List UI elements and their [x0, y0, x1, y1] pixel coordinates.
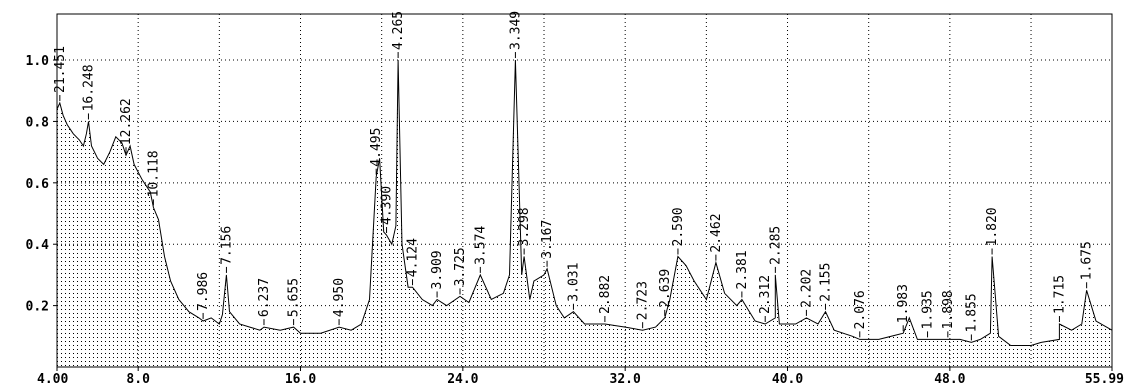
peak-label: 2.076 [853, 290, 868, 329]
peak-label: 4.124 [406, 238, 421, 277]
peak-label: 2.723 [636, 281, 651, 320]
x-tick-label: 48.0 [934, 372, 965, 385]
peak-label: 12.262 [119, 98, 134, 145]
y-tick-label: 0.8 [26, 115, 50, 130]
peak-label: 7.986 [196, 272, 211, 311]
y-tick-label: 0.2 [26, 300, 49, 315]
x-tick-label: 55.99 [1085, 372, 1124, 385]
peak-label: 1.675 [1080, 241, 1095, 280]
diffraction-trace [56, 59, 1113, 346]
peak-label: 21.451 [53, 46, 68, 93]
peak-label: 2.202 [799, 269, 814, 308]
peak-label: 2.312 [758, 275, 773, 314]
peak-label: 2.155 [819, 263, 834, 302]
peak-label: 10.118 [146, 150, 161, 197]
x-tick-label: 24.0 [447, 372, 478, 385]
y-tick-label: 0.4 [26, 238, 50, 253]
peak-label: 1.983 [896, 284, 911, 323]
peak-label: 1.715 [1052, 275, 1067, 314]
peak-label: 4.390 [380, 186, 395, 225]
trace-fill [57, 60, 1112, 367]
x-tick-label: 40.0 [772, 372, 803, 385]
peak-label: 2.462 [709, 213, 724, 252]
peak-label: 2.381 [735, 250, 750, 289]
peak-label: 4.950 [332, 278, 347, 317]
peak-label: 2.285 [768, 226, 783, 265]
peak-label: 3.298 [517, 207, 532, 246]
peak-label: 16.248 [82, 64, 97, 111]
peak-label: 4.495 [369, 128, 384, 167]
x-tick-label: 16.0 [285, 372, 316, 385]
peak-label: 3.725 [453, 247, 468, 286]
peak-label: 7.156 [219, 226, 234, 265]
peak-label: 2.590 [671, 207, 686, 246]
peak-label: 3.167 [540, 220, 555, 259]
x-tick-label: 8.0 [126, 372, 150, 385]
x-tick-label: 4.00 [37, 372, 68, 385]
peak-label: 1.935 [921, 290, 936, 329]
y-tick-label: 0.6 [26, 177, 50, 192]
peak-label: 3.574 [473, 226, 488, 265]
peak-label: 1.855 [964, 293, 979, 332]
peak-label: 6.237 [257, 278, 272, 317]
x-tick-label: 32.0 [610, 372, 641, 385]
peak-label: 1.898 [941, 290, 956, 329]
peak-label: 5.655 [287, 278, 302, 317]
peak-label: 4.265 [391, 11, 406, 50]
peak-label: 2.639 [658, 269, 673, 308]
peak-label: 3.349 [508, 11, 523, 50]
peak-label: 3.909 [430, 250, 445, 289]
peak-label: 2.882 [598, 275, 613, 314]
peak-label: 3.031 [566, 263, 581, 302]
y-tick-label: 1.0 [26, 54, 50, 69]
peak-label: 1.820 [985, 207, 1000, 246]
